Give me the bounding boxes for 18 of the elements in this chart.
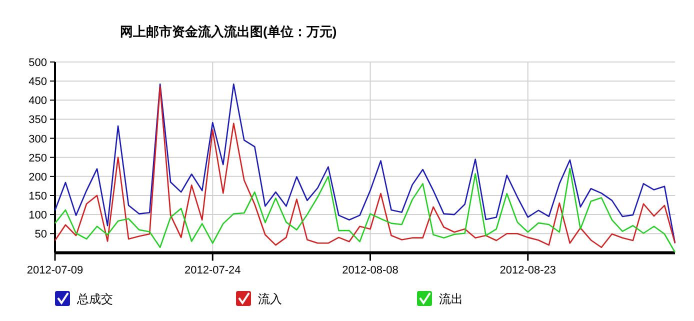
legend-label: 流入 bbox=[258, 292, 282, 306]
y-tick-label: 400 bbox=[28, 95, 47, 108]
y-tick-label: 250 bbox=[28, 152, 47, 164]
legend-label: 流出 bbox=[439, 292, 463, 306]
y-tick-label: 100 bbox=[28, 210, 47, 222]
x-tick-label: 2012-07-24 bbox=[184, 264, 241, 277]
y-tick-label: 350 bbox=[28, 114, 47, 126]
chart-title: 网上邮市资金流入流出图(单位：万元) bbox=[120, 24, 337, 39]
legend-label: 总成交 bbox=[76, 292, 113, 306]
y-tick-label: 50 bbox=[34, 228, 47, 241]
x-tick-label: 2012-08-23 bbox=[500, 264, 556, 277]
x-tick-label: 2012-08-08 bbox=[342, 264, 398, 277]
x-tick-label: 2012-07-09 bbox=[26, 264, 84, 277]
y-tick-label: 450 bbox=[28, 76, 47, 88]
y-tick-label: 150 bbox=[28, 190, 47, 202]
y-tick-label: 200 bbox=[28, 171, 47, 184]
y-tick-label: 300 bbox=[28, 133, 47, 146]
y-tick-label: 500 bbox=[28, 57, 47, 69]
